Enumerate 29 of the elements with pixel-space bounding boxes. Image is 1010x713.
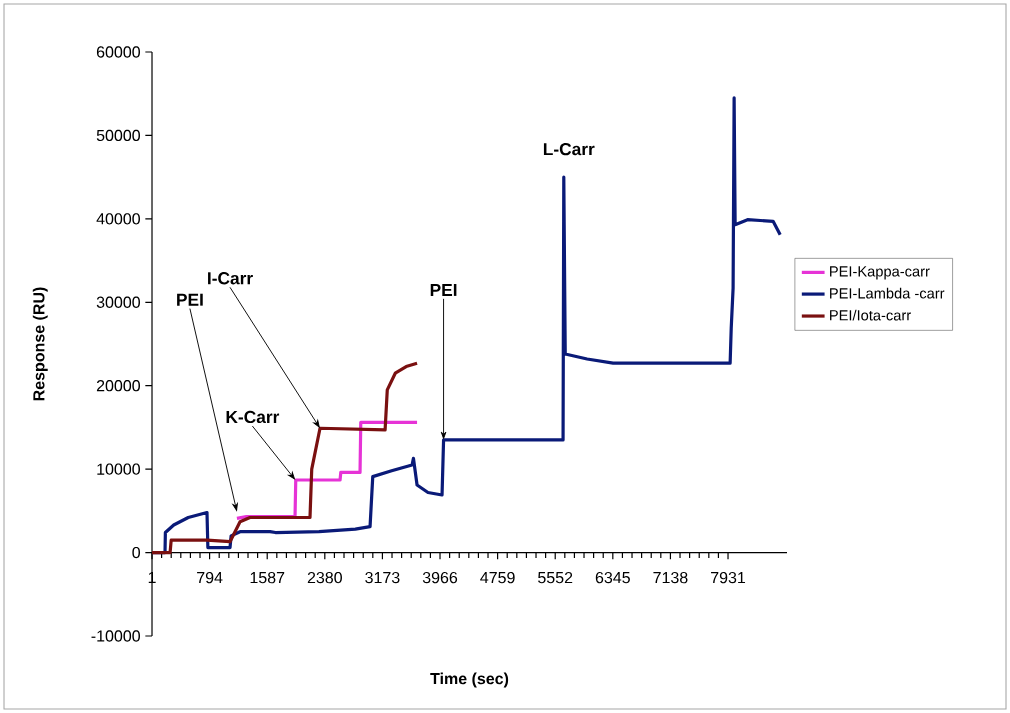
x-tick-label: 7138 [653, 571, 688, 584]
y-axis-title: Response (RU) [32, 287, 48, 401]
y-tick-label: 10000 [97, 463, 140, 475]
y-tick-label: 40000 [96, 213, 140, 225]
annotation: PEI [430, 283, 457, 296]
y-tick-label: 50000 [96, 129, 140, 142]
x-tick-label: 1587 [250, 571, 285, 584]
y-tick-label: 60000 [96, 46, 140, 58]
x-tick-label: 3173 [365, 571, 400, 584]
y-tick-label: 20000 [96, 380, 140, 392]
legend-label: PEI-Lambda -carr [830, 287, 945, 299]
line-series [150, 361, 419, 555]
annotation: PEI [177, 293, 203, 306]
x-tick-label: 4759 [480, 571, 515, 584]
x-tick-label: 6345 [595, 571, 630, 584]
legend-label: PEI/Iota-carr [830, 309, 911, 321]
legend-label: PEI-Kappa-carr [830, 266, 930, 280]
y-tick-label: -10000 [91, 630, 140, 642]
x-tick-label: 7931 [711, 571, 746, 584]
annotation: I-Carr [208, 272, 253, 285]
annotation: L-Carr [543, 143, 595, 156]
x-tick-label: 5552 [538, 571, 573, 584]
x-tick-label: 794 [197, 571, 223, 584]
annotation: K-Carr [226, 410, 280, 424]
y-tick-label: 30000 [96, 296, 140, 308]
y-tick-label: 0 [132, 546, 141, 559]
x-tick-label: 3966 [422, 571, 458, 584]
x-tick-label: 2380 [307, 571, 342, 584]
x-axis-title: Time (sec) [430, 672, 509, 688]
